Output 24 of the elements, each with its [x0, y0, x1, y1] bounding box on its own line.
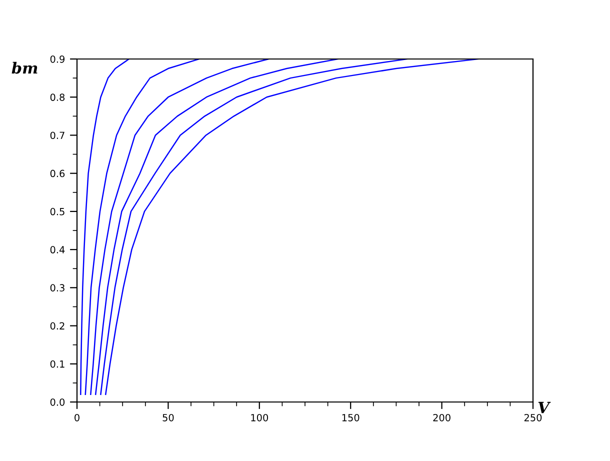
line-series [105, 59, 479, 396]
line-series [90, 59, 270, 396]
line-series [84, 59, 200, 396]
x-tick-label: 150 [342, 414, 360, 422]
x-axis-title: V [538, 402, 551, 414]
y-axis-title: bm [12, 62, 38, 74]
x-tick-label: 0 [74, 414, 80, 422]
line-series [100, 59, 408, 396]
y-tick-label: 0.8 [50, 94, 65, 101]
y-tick-label: 0.2 [50, 322, 64, 330]
y-tick-label: 0.9 [50, 55, 65, 63]
y-tick-label: 0.1 [50, 360, 64, 368]
line-series [94, 59, 338, 396]
y-tick-label: 0.5 [50, 208, 64, 216]
y-tick-label: 0.6 [50, 170, 65, 178]
y-tick-label: 0.3 [50, 284, 64, 292]
x-tick-label: 200 [433, 414, 450, 422]
x-tick-label: 50 [162, 414, 174, 422]
y-tick-label: 0.7 [50, 132, 64, 140]
x-tick-label: 100 [251, 414, 268, 422]
x-tick-label: 250 [524, 414, 542, 422]
line-series [80, 59, 130, 396]
y-tick-label: 0.4 [50, 246, 65, 254]
y-tick-label: 0.0 [50, 398, 65, 406]
